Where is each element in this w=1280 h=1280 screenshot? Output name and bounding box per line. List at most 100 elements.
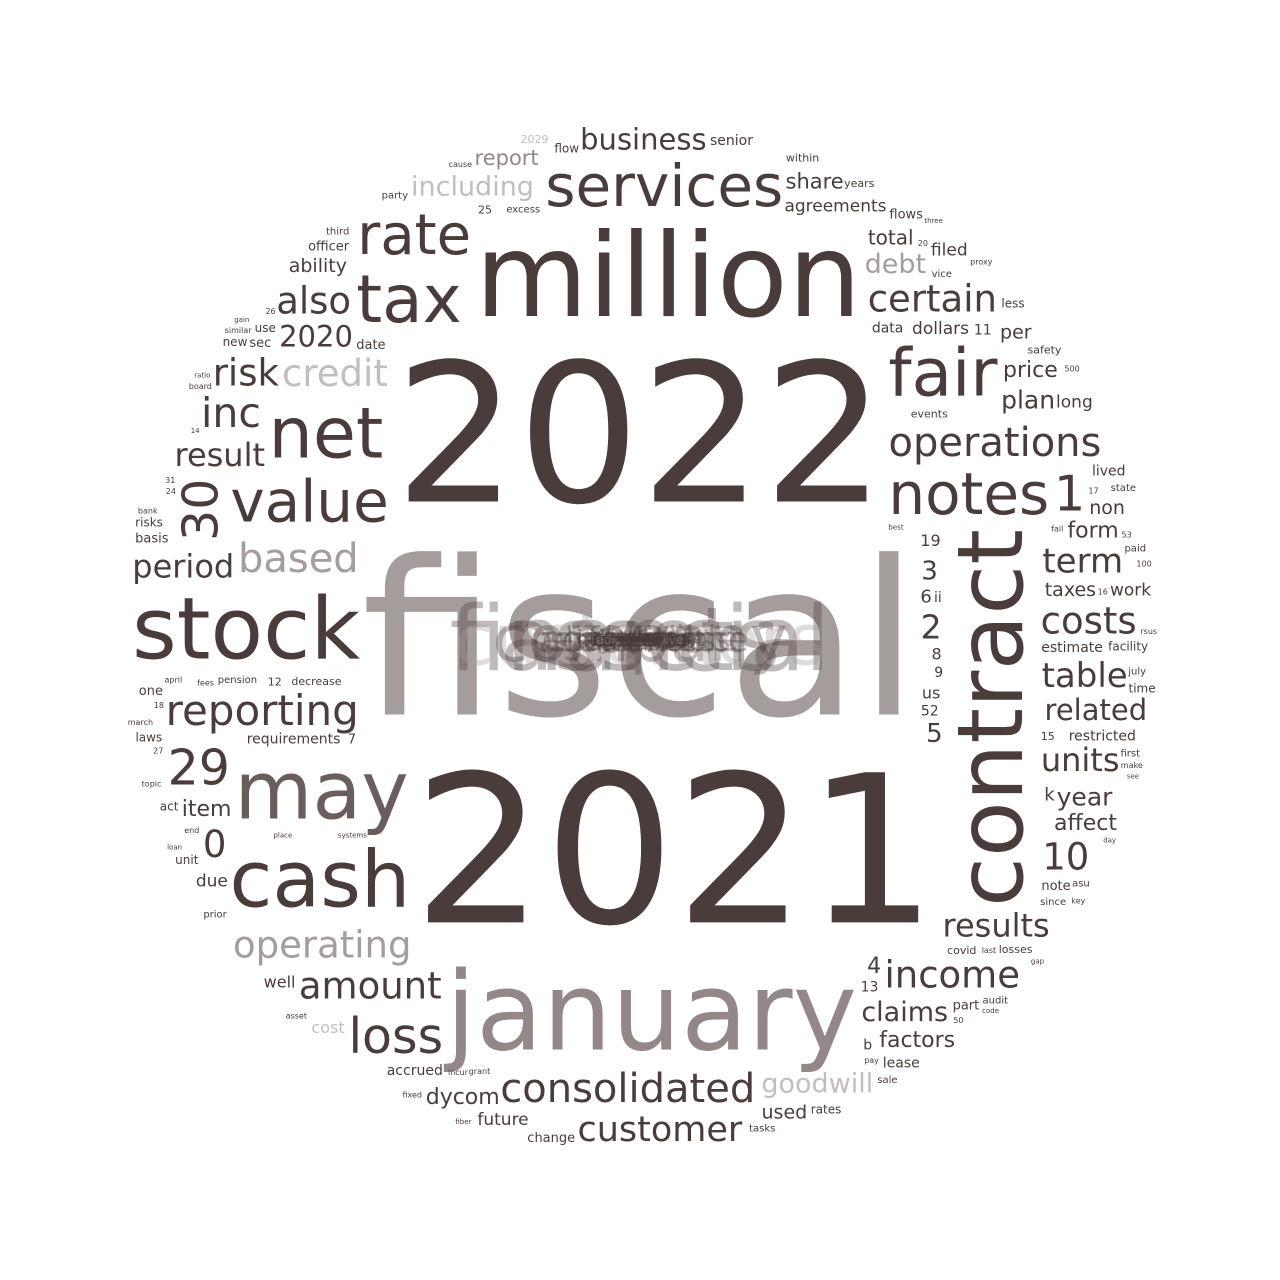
word-cloud-term: statements bbox=[549, 621, 731, 659]
word-cloud-term: executive bbox=[606, 632, 674, 648]
word-cloud-term: receivable bbox=[598, 630, 682, 649]
word-cloud-term: following bbox=[604, 630, 676, 649]
word-cloud-term: extinguishment bbox=[612, 635, 668, 644]
word-cloud-term: cash bbox=[229, 835, 411, 926]
word-cloud-term: grant bbox=[468, 1067, 491, 1077]
word-cloud-term: retained bbox=[625, 635, 655, 644]
word-cloud-term: assessment bbox=[601, 632, 679, 648]
word-cloud-term: basis bbox=[135, 531, 169, 547]
word-cloud-term: circumstances bbox=[604, 634, 677, 645]
word-cloud-term: section bbox=[625, 635, 655, 644]
word-cloud-term: may bbox=[234, 744, 409, 838]
word-cloud-term: regulations bbox=[612, 634, 669, 645]
word-cloud-term: volatility bbox=[625, 635, 656, 644]
word-cloud-term: indenture bbox=[620, 635, 660, 644]
word-cloud-term: consisted bbox=[616, 634, 664, 645]
word-cloud-term: expect bbox=[628, 635, 652, 644]
word-cloud-term: management bbox=[576, 628, 704, 651]
word-cloud-term: determined bbox=[605, 633, 675, 647]
word-cloud-term: k bbox=[1044, 784, 1055, 806]
word-cloud-term: pursuant bbox=[608, 632, 672, 648]
word-cloud-term: environmental bbox=[611, 635, 670, 644]
word-cloud-term: levels bbox=[630, 635, 651, 644]
word-cloud-term: month bbox=[628, 635, 652, 644]
word-cloud-term: activity bbox=[627, 635, 653, 644]
word-cloud-term: impairment bbox=[576, 627, 704, 652]
word-cloud-term: since bbox=[1040, 896, 1067, 908]
word-cloud-term: made bbox=[630, 635, 650, 644]
word-cloud-term: acquisitions bbox=[616, 635, 664, 644]
word-cloud-term: perform bbox=[616, 633, 664, 647]
word-cloud-term: liquidity bbox=[626, 635, 654, 644]
word-cloud-term: contracts bbox=[588, 627, 692, 652]
word-cloud-term: adjusted bbox=[622, 635, 658, 644]
word-cloud-term: contents bbox=[592, 627, 688, 652]
word-cloud-term: conversion bbox=[612, 634, 668, 645]
word-cloud-term: 3 bbox=[921, 556, 938, 587]
word-cloud-term: associated bbox=[608, 633, 673, 647]
word-cloud-term: recognized bbox=[607, 633, 673, 647]
word-cloud-term: three bbox=[924, 216, 943, 225]
word-cloud-term: security bbox=[626, 635, 654, 644]
word-cloud-term: 5 bbox=[926, 718, 943, 749]
word-cloud-term: includes bbox=[607, 630, 674, 649]
word-cloud-term: qualitative bbox=[621, 635, 659, 644]
word-cloud-term: incentive bbox=[624, 635, 657, 644]
word-cloud-term: significant bbox=[575, 625, 705, 655]
word-cloud-term: additional bbox=[598, 629, 683, 650]
word-cloud-term: facilities bbox=[623, 635, 657, 644]
word-cloud-term: required bbox=[610, 632, 670, 648]
word-cloud-term: date bbox=[356, 337, 386, 353]
word-cloud-term: 29 bbox=[167, 739, 230, 797]
word-cloud-term: projects bbox=[624, 635, 656, 644]
word-cloud-term: settlement bbox=[621, 635, 660, 644]
word-cloud-term: dollars bbox=[912, 318, 969, 339]
word-cloud-term: plans bbox=[626, 634, 654, 645]
word-cloud-term: event bbox=[630, 635, 650, 644]
word-cloud-term: contractual bbox=[600, 632, 680, 648]
word-cloud-term: securities bbox=[616, 634, 665, 645]
word-cloud-term: amended bbox=[621, 635, 659, 644]
word-cloud-term: extent bbox=[628, 635, 652, 644]
word-cloud-term: accounts bbox=[592, 627, 688, 652]
word-cloud-term: exchange bbox=[615, 634, 665, 645]
word-cloud-term: sale bbox=[877, 1075, 898, 1087]
word-cloud-term: march bbox=[127, 718, 154, 728]
word-cloud-term: carrying bbox=[601, 628, 680, 651]
word-cloud-term: dycom bbox=[425, 1085, 500, 1111]
word-cloud-term: materially bbox=[622, 635, 658, 644]
word-cloud-term: interim bbox=[625, 635, 655, 644]
word-cloud-term: 2029 bbox=[520, 133, 549, 147]
word-cloud-term: individual bbox=[620, 635, 660, 644]
word-cloud-term: recoveries bbox=[619, 635, 661, 644]
word-cloud-term: certain bbox=[867, 277, 997, 321]
word-cloud-term: see bbox=[1126, 772, 1140, 781]
word-cloud-term: warrants bbox=[622, 635, 658, 644]
word-cloud-term: proceedings bbox=[618, 635, 662, 644]
word-cloud-term: dollars bbox=[626, 635, 654, 644]
word-cloud-term: tasks bbox=[749, 1123, 776, 1135]
word-cloud-term: years bbox=[844, 177, 875, 191]
word-cloud-term: either bbox=[628, 635, 652, 644]
word-cloud-term: broadband000 bbox=[611, 635, 670, 644]
word-cloud-term: businesses bbox=[618, 635, 662, 644]
word-cloud-term: employee bbox=[608, 632, 673, 648]
word-cloud-term: however bbox=[623, 635, 658, 644]
word-cloud-term: 100 bbox=[1136, 559, 1152, 569]
word-cloud-term: contingencies bbox=[615, 635, 665, 644]
word-cloud-term: asset bbox=[285, 1011, 307, 1021]
word-cloud-term: 2015 bbox=[630, 635, 651, 644]
word-cloud-term: unit bbox=[175, 853, 199, 868]
word-cloud-term: decrease bbox=[291, 675, 342, 689]
word-cloud-term: december bbox=[614, 634, 666, 645]
word-cloud-term: end bbox=[184, 825, 200, 835]
word-cloud-term: independent bbox=[618, 635, 663, 644]
word-cloud-term: liabilities bbox=[564, 620, 716, 660]
word-cloud-term: sec bbox=[249, 335, 272, 351]
word-cloud-term: adverse bbox=[624, 635, 657, 644]
word-cloud-term: failure bbox=[629, 635, 652, 644]
word-cloud-term: policies bbox=[627, 635, 654, 644]
word-cloud-term: registrant bbox=[620, 635, 660, 644]
word-cloud-term: asu bbox=[1072, 878, 1090, 890]
word-cloud-term: 19 bbox=[920, 530, 941, 550]
